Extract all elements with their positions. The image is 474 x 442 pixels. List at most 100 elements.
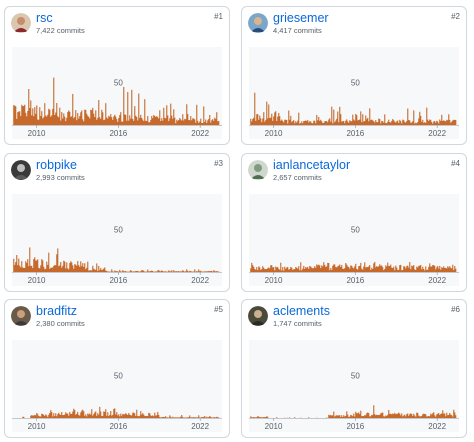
commit-bar bbox=[343, 415, 345, 418]
commit-bar bbox=[126, 414, 128, 418]
commit-bar bbox=[175, 123, 177, 125]
commit-bar bbox=[344, 416, 346, 418]
commit-bar bbox=[122, 413, 124, 418]
commit-bar bbox=[447, 415, 449, 418]
commit-bar bbox=[114, 270, 116, 272]
commit-bar bbox=[387, 414, 389, 418]
commit-bar bbox=[100, 267, 102, 272]
user-avatar-icon[interactable] bbox=[11, 306, 31, 326]
commit-bar bbox=[143, 121, 145, 125]
commit-bar bbox=[119, 269, 121, 272]
commit-bar bbox=[51, 412, 53, 418]
commit-bar bbox=[367, 267, 369, 272]
user-avatar-icon[interactable] bbox=[248, 306, 268, 326]
commit-bar bbox=[434, 415, 436, 418]
commit-bar bbox=[308, 417, 310, 418]
commit-bar bbox=[202, 123, 204, 125]
commit-bar bbox=[383, 416, 385, 418]
contributor-login-link[interactable]: bradfitz bbox=[36, 304, 77, 318]
commit-bar bbox=[86, 267, 88, 272]
commit-bar bbox=[254, 417, 256, 418]
commit-bar bbox=[272, 267, 274, 272]
commit-bar bbox=[274, 112, 276, 125]
commit-bar bbox=[162, 271, 164, 272]
commit-bar bbox=[326, 121, 328, 125]
commit-bar bbox=[305, 120, 307, 125]
commit-bar bbox=[390, 413, 392, 418]
commit-bar bbox=[389, 266, 391, 272]
commit-bar bbox=[135, 416, 137, 418]
commit-bar bbox=[143, 414, 145, 418]
commit-bar bbox=[217, 121, 219, 125]
commit-bar bbox=[156, 116, 158, 125]
commit-bar bbox=[71, 262, 73, 272]
commit-bar bbox=[320, 119, 322, 125]
commit-bar bbox=[145, 120, 147, 125]
commit-bar bbox=[140, 411, 142, 418]
commit-bar bbox=[142, 270, 144, 272]
commit-bar bbox=[418, 415, 420, 418]
commit-bar bbox=[118, 414, 120, 418]
commit-bar bbox=[276, 267, 278, 272]
contributor-login-link[interactable]: rsc bbox=[36, 11, 53, 25]
commit-bar bbox=[436, 120, 438, 125]
commit-bar bbox=[107, 412, 109, 418]
commit-bar bbox=[207, 271, 209, 272]
commit-bar bbox=[191, 417, 193, 418]
commit-bar bbox=[165, 118, 167, 125]
commit-bar bbox=[450, 414, 452, 418]
commit-bar bbox=[108, 271, 110, 272]
commit-bar bbox=[375, 415, 377, 418]
commit-bar bbox=[189, 270, 191, 272]
commit-bar bbox=[78, 265, 80, 272]
commit-bar bbox=[283, 122, 285, 125]
commit-bar bbox=[434, 121, 436, 125]
commit-bar bbox=[116, 412, 118, 418]
commit-bar bbox=[424, 122, 426, 125]
contributor-login-link[interactable]: griesemer bbox=[273, 11, 329, 25]
commit-bar bbox=[277, 267, 279, 272]
commit-bar bbox=[55, 112, 57, 125]
commit-bar bbox=[297, 268, 299, 272]
commit-bars bbox=[250, 405, 457, 418]
contributor-card-aclements: aclements 1,747 commits #6 50 2010 2016 202… bbox=[241, 299, 467, 438]
commit-bar bbox=[384, 416, 386, 418]
user-avatar-icon[interactable] bbox=[11, 160, 31, 180]
x-tick-label: 2016 bbox=[109, 129, 127, 138]
commit-bar bbox=[173, 109, 175, 125]
commit-bar bbox=[69, 111, 71, 125]
commit-bar bbox=[442, 267, 444, 272]
commit-bar bbox=[192, 417, 194, 418]
commit-bar bbox=[449, 412, 451, 418]
commit-bar bbox=[251, 121, 253, 125]
commit-bar bbox=[451, 415, 453, 418]
user-avatar-icon[interactable] bbox=[248, 13, 268, 33]
commit-bar bbox=[441, 267, 443, 272]
user-avatar-icon[interactable] bbox=[248, 160, 268, 180]
commit-bar bbox=[388, 265, 390, 272]
contributor-login-link[interactable]: aclements bbox=[273, 304, 330, 318]
commit-bar bbox=[186, 417, 188, 418]
commit-bar bbox=[172, 416, 174, 418]
commit-bar bbox=[409, 414, 411, 418]
commit-bar bbox=[447, 266, 449, 272]
contributor-login-link[interactable]: ianlancetaylor bbox=[273, 158, 351, 172]
commit-bar bbox=[54, 264, 56, 272]
commit-bar bbox=[325, 121, 327, 125]
commit-bar bbox=[149, 271, 151, 272]
commit-bar bbox=[121, 415, 123, 418]
commit-bar bbox=[47, 416, 49, 418]
x-tick-label: 2016 bbox=[109, 276, 127, 285]
commit-bar bbox=[47, 114, 49, 125]
y-tick-label: 50 bbox=[114, 79, 123, 88]
commit-bar bbox=[369, 416, 371, 418]
commit-bar bbox=[413, 413, 415, 418]
user-avatar-icon[interactable] bbox=[11, 13, 31, 33]
commit-bar bbox=[158, 118, 160, 125]
contributor-login-link[interactable]: robpike bbox=[36, 158, 77, 172]
commit-bar bbox=[75, 264, 77, 272]
commit-bar bbox=[408, 415, 410, 418]
commit-bar bbox=[81, 410, 83, 418]
commit-bar bbox=[18, 111, 20, 125]
commit-bar bbox=[289, 269, 291, 272]
